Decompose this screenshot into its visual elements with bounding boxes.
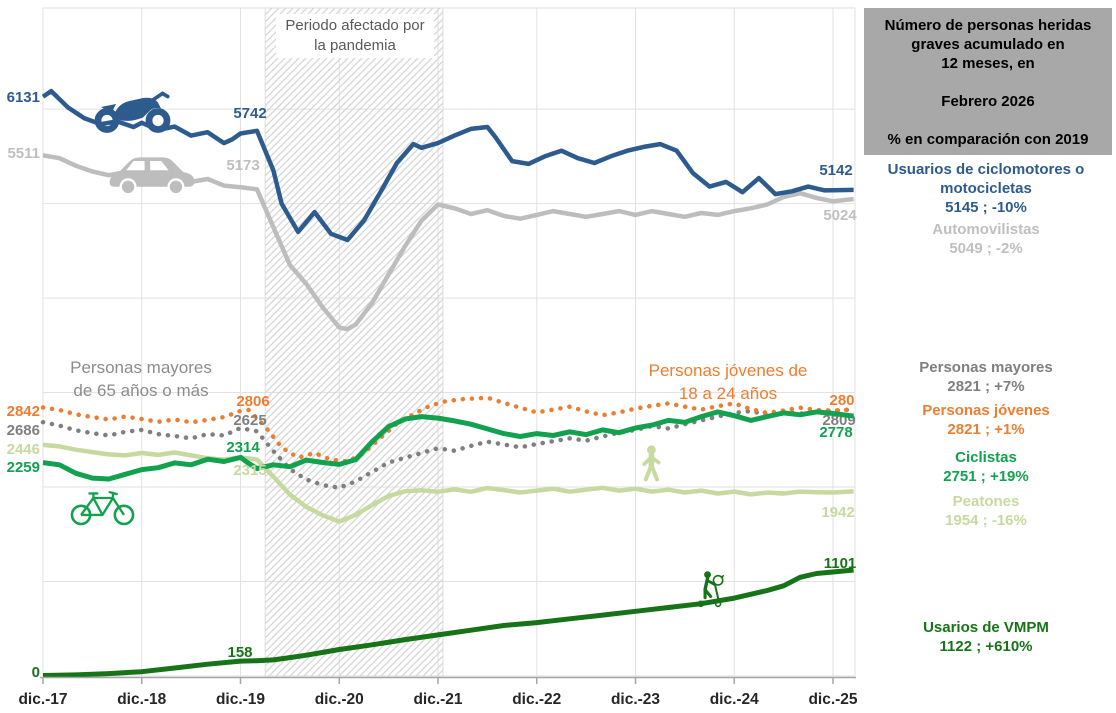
legend-item-motos: Usuarios de ciclomotores o motocicletas 5… (862, 160, 1110, 217)
legend-label: Personas jóvenes (922, 402, 1050, 419)
data-label: 2625 (233, 412, 266, 429)
data-label: 5142 (819, 162, 852, 179)
legend-item-peatones: Peatones 1954 ; -16% (862, 492, 1110, 530)
legend-value: 5049 ; -2% (949, 240, 1023, 257)
data-label: 5024 (823, 207, 857, 224)
data-label: 2778 (819, 424, 852, 441)
header-line: 12 meses, en (941, 55, 1035, 72)
legend-item-mayores: Personas mayores 2821 ; +7% (862, 358, 1110, 396)
x-axis-label: dic.-22 (512, 691, 561, 708)
x-axis (40, 676, 856, 684)
legend-label: Usarios de VMPM (923, 619, 1049, 636)
motorcycle-icon (94, 91, 171, 133)
series-line-mayores (40, 407, 856, 491)
legend-label: Peatones (952, 493, 1020, 510)
legend-value: 2751 ; +19% (943, 468, 1029, 485)
legend-value: 5145 ; -10% (945, 199, 1027, 216)
series-line-jovenes (40, 395, 856, 464)
data-label: 2446 (7, 441, 40, 458)
x-axis-label: dic.-25 (808, 691, 857, 708)
plot-svg: 2809 61315511284226862446225905742517328… (7, 7, 858, 708)
pandemic-label: Periodo afectado por la pandemia (276, 14, 434, 58)
header-line: % en comparación con 2019 (887, 131, 1089, 148)
data-label: 1942 (821, 504, 854, 521)
data-label: 6131 (7, 89, 40, 106)
chart-title-box: Número de personas heridas graves acumula… (864, 8, 1112, 155)
data-label: 2686 (7, 422, 40, 439)
legend-value: 2821 ; +7% (947, 378, 1025, 395)
header-spacer (872, 111, 1104, 130)
legend-item-ciclistas: Ciclistas 2751 ; +19% (862, 448, 1110, 486)
legend-label: Personas mayores (919, 359, 1053, 376)
legend-label: Automovilistas (932, 221, 1040, 238)
data-label: 1101 (824, 555, 857, 572)
scooter-icon (697, 571, 725, 608)
x-axis-labels: dic.-17 dic.-18 dic.-19 dic.-20 dic.-21 dic.-… (18, 691, 857, 708)
legend-label: Usuarios de ciclomotores o motocicletas (887, 161, 1085, 197)
pedestrian-icon (642, 445, 661, 482)
data-label: 2259 (7, 459, 40, 476)
x-axis-label: dic.-21 (413, 691, 462, 708)
data-label: 5511 (7, 145, 40, 162)
legend-item-automovilistas: Automovilistas 5049 ; -2% (862, 220, 1110, 258)
header-line: Febrero 2026 (941, 93, 1035, 110)
series-line-peatones (42, 442, 854, 524)
x-axis-label: dic.-19 (216, 691, 265, 708)
data-label: 280 (829, 392, 854, 409)
x-axis-label: dic.-23 (611, 691, 660, 708)
legend-item-jovenes: Personas jóvenes 2821 ; +1% (862, 401, 1110, 439)
legend-item-vmpm: Usarios de VMPM 1122 ; +610% (862, 618, 1110, 656)
series-line-motos (41, 88, 854, 243)
x-axis-label: dic.-18 (117, 691, 166, 708)
data-label: 5173 (226, 157, 259, 174)
legend-value: 1122 ; +610% (939, 638, 1033, 655)
series-line-vmpm (42, 567, 854, 678)
data-label: 5742 (233, 105, 266, 122)
side-panel: Número de personas heridas graves acumula… (862, 0, 1116, 713)
data-label: 2842 (7, 403, 40, 420)
data-label: 2314 (226, 439, 260, 456)
annotation-personas-jovenes: Personas jóvenes de 18 a 24 años (648, 361, 808, 403)
data-label: 158 (227, 644, 252, 661)
header-spacer (872, 73, 1104, 92)
series-line-ciclistas (42, 409, 854, 482)
line-chart: 2809 6131 5511 2842 2686 2446 2259 0 5742 5173 28… (7, 7, 858, 708)
x-axis-label: dic.-20 (315, 691, 364, 708)
legend-label: Ciclistas (955, 449, 1017, 466)
legend-value: 2821 ; +1% (947, 421, 1025, 438)
annotation-personas-mayores: Personas mayores de 65 años o más (70, 358, 212, 400)
data-label: 0 (32, 664, 40, 681)
header-line: Número de personas heridas (884, 17, 1092, 34)
bicycle-icon (70, 490, 135, 526)
data-label: 2806 (236, 393, 269, 410)
car-icon (109, 157, 195, 196)
pandemic-band (264, 7, 444, 677)
x-axis-label: dic.-24 (710, 691, 759, 708)
x-axis-label: dic.-17 (18, 691, 67, 708)
legend-value: 1954 ; -16% (945, 512, 1027, 529)
data-label: 2315 (233, 462, 266, 479)
gridlines (42, 7, 856, 677)
header-line: graves acumulado en (911, 36, 1065, 53)
